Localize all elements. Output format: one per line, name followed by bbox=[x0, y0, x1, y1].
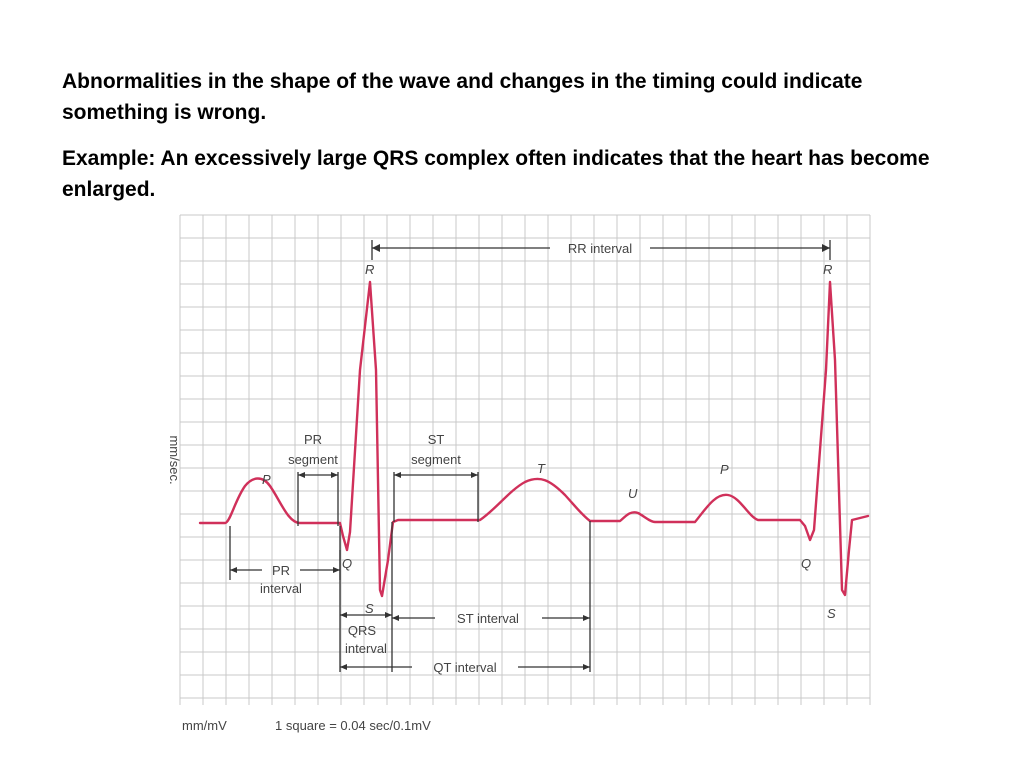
st-segment-marker: ST segment bbox=[393, 432, 479, 522]
u-wave-label: U bbox=[628, 486, 638, 501]
rr-interval-marker: RR interval bbox=[371, 240, 831, 260]
units-label: mm/mV bbox=[182, 718, 227, 733]
qrs-interval-label-line2: interval bbox=[345, 641, 387, 656]
qrs-interval-marker: QRS interval bbox=[339, 522, 393, 672]
ecg-diagram: mm/sec. P Q R S T U P Q R S RR interval … bbox=[167, 214, 871, 733]
y-axis-label: mm/sec. bbox=[167, 435, 182, 484]
pr-segment-label-line1: PR bbox=[304, 432, 322, 447]
p-wave-label: P bbox=[262, 472, 271, 487]
qt-interval-label: QT interval bbox=[433, 660, 496, 675]
p-wave-label-2: P bbox=[720, 462, 729, 477]
q-wave-label: Q bbox=[342, 556, 352, 571]
qrs-interval-label-line1: QRS bbox=[348, 623, 377, 638]
rr-interval-label: RR interval bbox=[568, 241, 632, 256]
pr-interval-label-line2: interval bbox=[260, 581, 302, 596]
pr-interval-label-line1: PR bbox=[272, 563, 290, 578]
st-interval-label: ST interval bbox=[457, 611, 519, 626]
r-wave-label-2: R bbox=[823, 262, 832, 277]
q-wave-label-2: Q bbox=[801, 556, 811, 571]
s-wave-label: S bbox=[365, 601, 374, 616]
pr-segment-marker: PR segment bbox=[288, 432, 339, 526]
scale-label: 1 square = 0.04 sec/0.1mV bbox=[275, 718, 431, 733]
example-paragraph: Example: An excessively large QRS comple… bbox=[62, 147, 930, 201]
ecg-trace bbox=[198, 280, 870, 598]
t-wave-label: T bbox=[537, 461, 546, 476]
r-wave-label: R bbox=[365, 262, 374, 277]
intro-paragraph: Abnormalities in the shape of the wave a… bbox=[62, 70, 863, 124]
ecg-grid bbox=[179, 214, 871, 705]
st-segment-label-line2: segment bbox=[411, 452, 461, 467]
s-wave-label-2: S bbox=[827, 606, 836, 621]
st-segment-label-line1: ST bbox=[428, 432, 445, 447]
qt-interval-marker: QT interval bbox=[340, 660, 590, 675]
st-interval-marker: ST interval bbox=[392, 521, 591, 672]
pr-segment-label-line2: segment bbox=[288, 452, 338, 467]
